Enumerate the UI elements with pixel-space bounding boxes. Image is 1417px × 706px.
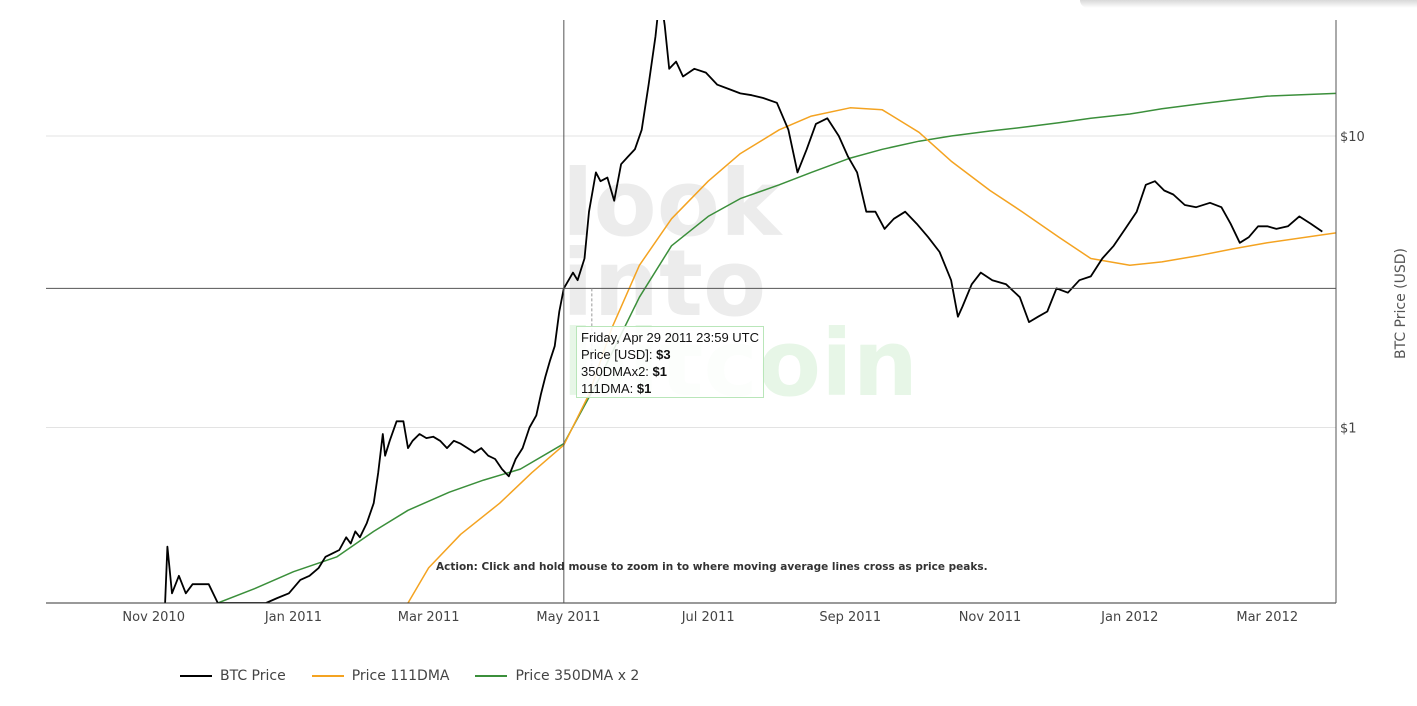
- legend-item-350dma[interactable]: Price 350DMA x 2: [475, 668, 639, 684]
- series-line-btc-price: [164, 20, 1323, 603]
- tooltip-date: Friday, Apr 29 2011 23:59 UTC: [581, 330, 760, 345]
- legend-swatch-111dma: [311, 675, 344, 677]
- tooltip-row-350dma: 350DMAx2: $1: [581, 364, 668, 379]
- legend: BTC Price Price 111DMA Price 350DMA x 2: [180, 668, 639, 684]
- x-tick-label: Mar 2011: [398, 610, 460, 625]
- x-tick-label: Nov 2011: [959, 610, 1022, 625]
- y-axis-label: BTC Price (USD): [1393, 248, 1409, 359]
- series-group: [164, 20, 1336, 603]
- x-tick-label: Nov 2010: [122, 610, 185, 625]
- x-tick-label: Sep 2011: [819, 610, 881, 625]
- y-tick-label: $1: [1340, 421, 1357, 436]
- x-tick-label: Jan 2011: [264, 610, 322, 625]
- action-hint: Action: Click and hold mouse to zoom in …: [436, 561, 988, 573]
- legend-label-111dma: Price 111DMA: [351, 668, 450, 684]
- x-tick-label: Mar 2012: [1236, 610, 1298, 625]
- x-tick-label: Jan 2012: [1100, 610, 1158, 625]
- grid: [46, 135, 1336, 428]
- series-line-111dma: [407, 107, 1336, 603]
- series-line-350dma: [217, 92, 1336, 603]
- tooltip-row-111dma: 111DMA: $1: [581, 381, 652, 396]
- tooltip-row-price: Price [USD]: $3: [581, 347, 671, 362]
- legend-swatch-350dma: [475, 675, 508, 677]
- window-edge-shadow: [1080, 0, 1417, 8]
- watermark-word: look: [562, 150, 783, 257]
- watermark-word: into: [562, 230, 766, 337]
- x-tick-label: Jul 2011: [681, 610, 735, 625]
- legend-swatch-btc-price: [180, 675, 212, 677]
- legend-label-btc-price: BTC Price: [220, 668, 286, 684]
- hover-tooltip: Friday, Apr 29 2011 23:59 UTC Price [USD…: [576, 326, 764, 398]
- y-tick-label: $10: [1340, 130, 1365, 145]
- legend-item-btc-price[interactable]: BTC Price: [180, 668, 286, 684]
- x-tick-label: May 2011: [536, 610, 600, 625]
- legend-label-350dma: Price 350DMA x 2: [515, 668, 640, 684]
- axes: $1 $10 Nov 2010 Jan 2011 Mar 2011 May 2011 Jul…: [46, 20, 1409, 625]
- legend-item-111dma[interactable]: Price 111DMA: [311, 668, 450, 684]
